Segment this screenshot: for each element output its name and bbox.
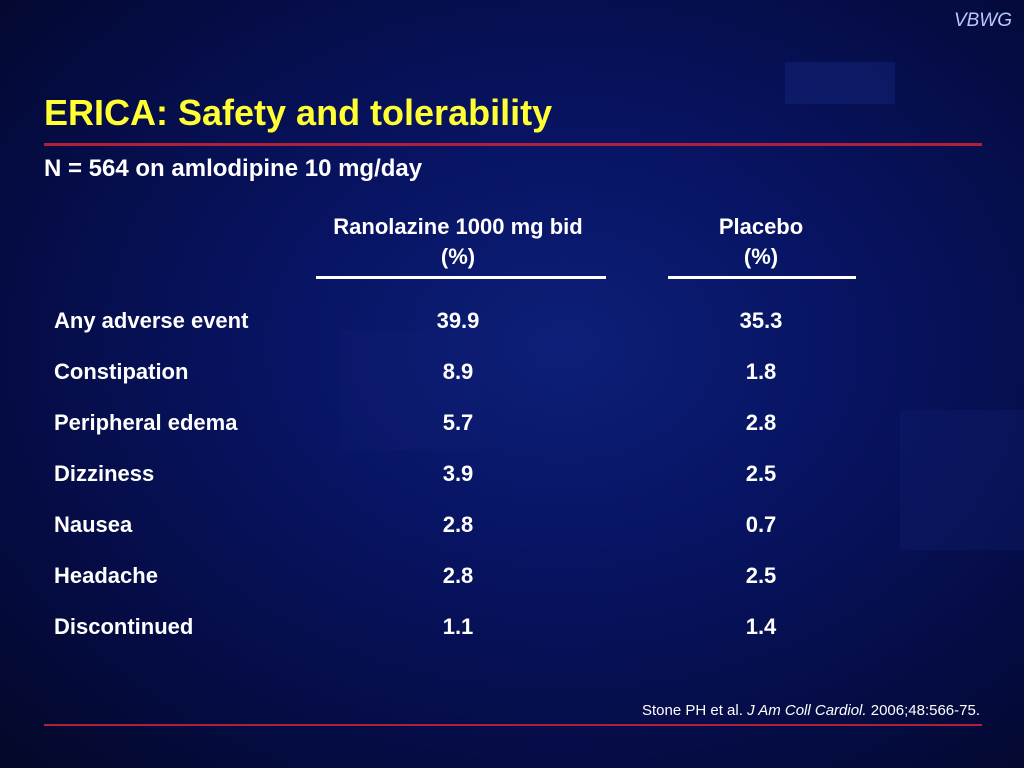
row-label: Peripheral edema — [54, 410, 238, 435]
column-underline-ranolazine — [316, 276, 606, 279]
citation-ref: 2006;48:566-75. — [870, 702, 980, 719]
placebo-value: 35.3 — [739, 308, 783, 333]
ranolazine-value: 2.8 — [442, 563, 474, 588]
column-header-line2: (%) — [743, 244, 779, 269]
background-block — [340, 330, 480, 450]
row-label: Headache — [54, 563, 158, 588]
placebo-value: 2.5 — [745, 563, 777, 588]
ranolazine-value: 2.8 — [442, 512, 474, 537]
background-block — [900, 410, 1024, 550]
placebo-value: 2.8 — [745, 410, 777, 435]
placebo-value: 2.5 — [745, 461, 777, 486]
row-label: Constipation — [54, 359, 189, 384]
row-label: Discontinued — [54, 614, 194, 639]
placebo-value: 0.7 — [745, 512, 777, 537]
background-block — [785, 62, 895, 104]
table-row: Dizziness 3.9 2.5 — [0, 461, 1024, 491]
placebo-value: 1.8 — [745, 359, 777, 384]
row-label: Dizziness — [54, 461, 155, 486]
table-row: Headache 2.8 2.5 — [0, 563, 1024, 593]
column-header-placebo: Placebo (%) — [661, 212, 861, 272]
ranolazine-value: 39.9 — [436, 308, 480, 333]
row-label: Nausea — [54, 512, 133, 537]
citation-journal: J Am Coll Cardiol. — [747, 702, 867, 719]
table-row: Nausea 2.8 0.7 — [0, 512, 1024, 542]
row-label: Any adverse event — [54, 308, 249, 333]
table-row: Discontinued 1.1 1.4 — [0, 614, 1024, 644]
column-underline-placebo — [668, 276, 856, 279]
table-row: Constipation 8.9 1.8 — [0, 359, 1024, 389]
footer-divider — [44, 724, 982, 726]
ranolazine-value: 3.9 — [442, 461, 474, 486]
table-row: Any adverse event 39.9 35.3 — [0, 308, 1024, 338]
column-header-ranolazine: Ranolazine 1000 mg bid (%) — [308, 212, 608, 272]
slide-title: ERICA: Safety and tolerability — [44, 92, 553, 133]
placebo-value: 1.4 — [745, 614, 777, 639]
column-header-line2: (%) — [440, 244, 476, 269]
column-header-line1: Ranolazine 1000 mg bid — [333, 214, 583, 239]
column-header-line1: Placebo — [718, 214, 804, 239]
table-row: Peripheral edema 5.7 2.8 — [0, 410, 1024, 440]
ranolazine-value: 1.1 — [442, 614, 474, 639]
citation: Stone PH et al. J Am Coll Cardiol. 2006;… — [642, 702, 980, 719]
citation-authors: Stone PH et al. — [642, 702, 743, 719]
ranolazine-value: 8.9 — [442, 359, 474, 384]
ranolazine-value: 5.7 — [442, 410, 474, 435]
slide-subtitle: N = 564 on amlodipine 10 mg/day — [44, 155, 423, 182]
vbwg-logo: VBWG — [953, 10, 1012, 31]
title-divider — [44, 143, 982, 146]
